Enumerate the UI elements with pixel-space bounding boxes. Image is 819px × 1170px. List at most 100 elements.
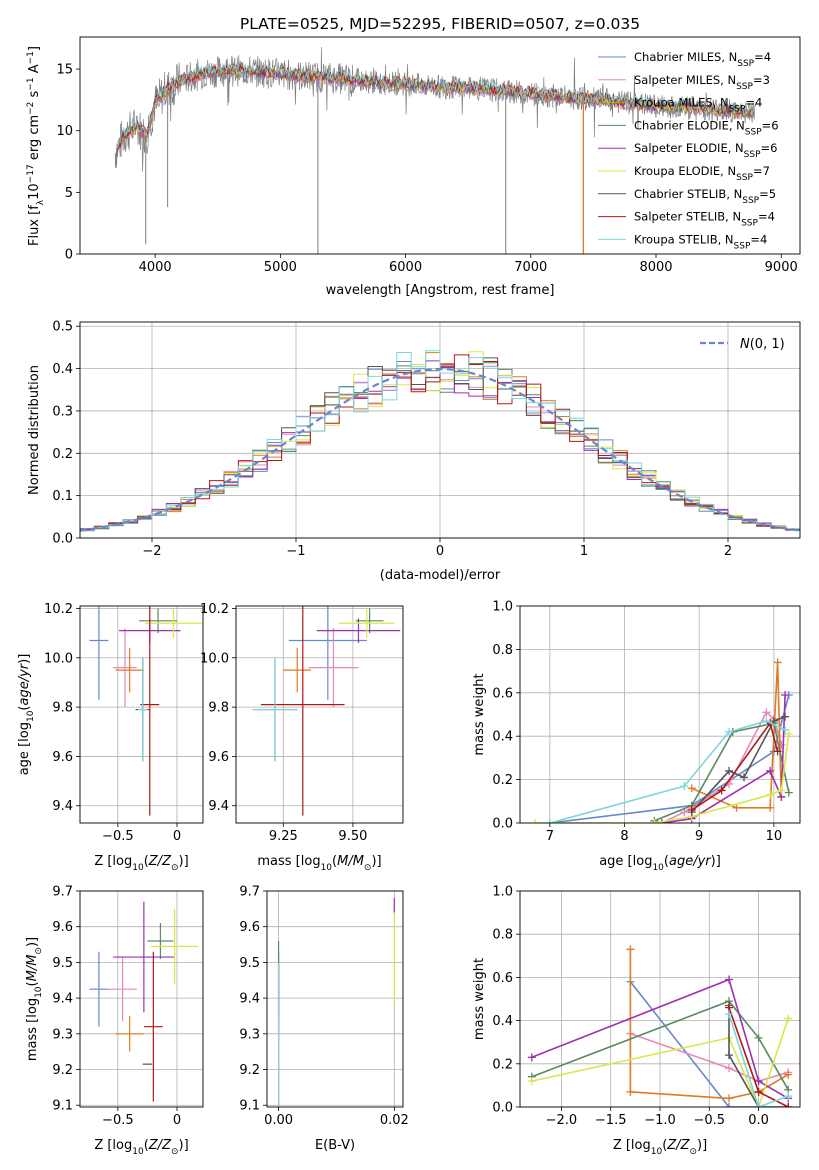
y-tick-label: 0 (65, 248, 73, 263)
weight-marker (732, 803, 741, 812)
y-tick-label: 0.2 (492, 773, 513, 788)
label-part: =4 (745, 96, 762, 110)
data-point (113, 901, 175, 1013)
label-part: SSP (736, 82, 753, 92)
label-part: SSP (744, 150, 761, 160)
weight-marker (754, 1087, 763, 1096)
weight-marker (784, 1103, 793, 1107)
label-part: =4 (754, 50, 771, 64)
data-point (316, 618, 401, 643)
label-part: =3 (753, 73, 770, 87)
data-point (252, 657, 298, 762)
label-part: age [log (17, 722, 32, 775)
y-tick-label: 9.3 (52, 1027, 73, 1042)
weight-marker (754, 1103, 763, 1107)
normal-reference-curve (80, 367, 800, 532)
y-tick-label: 15 (56, 63, 73, 78)
weight-marker (777, 786, 786, 795)
x-tick-label: −2.0 (546, 1113, 578, 1128)
label-part: N (740, 337, 750, 352)
label-part: M/M (25, 955, 40, 982)
axes-mass_vs_EBV: 0.00 0.02 9.1 9.2 9.3 9.4 9.5 9.6 9.7 E(B-V) (239, 885, 408, 1154)
x-tick-label: 10 (766, 829, 783, 844)
x-tick-label: −0.5 (102, 1113, 134, 1128)
weight-marker (773, 658, 782, 667)
legend-label: N(0, 1) (740, 337, 785, 352)
label-part: =4 (758, 210, 775, 224)
label-part: Z/Z (148, 1138, 172, 1153)
label-part: =5 (759, 187, 776, 201)
plot-area-mass_vs_Z (89, 901, 199, 1102)
weight-series (630, 1032, 789, 1082)
x-axis-label: (data-model)/error (380, 568, 501, 583)
label-part: )] (711, 854, 721, 869)
y-tick-label: 9.3 (239, 1027, 260, 1042)
x-tick-label: 0.0 (748, 1113, 769, 1128)
axes-frame (519, 890, 801, 1108)
legend-label: Kroupa STELIB, NSSP=4 (634, 232, 767, 251)
residual-histogram (80, 350, 800, 532)
label-part: 10 (26, 710, 36, 722)
label-part: SSP (729, 105, 746, 115)
label-part: =4 (750, 232, 767, 246)
weight-marker (545, 819, 554, 823)
x-tick-label: −0.5 (102, 829, 134, 844)
y-tick-label: 9.4 (239, 992, 260, 1007)
weight-marker (784, 730, 793, 739)
data-point (308, 628, 359, 708)
y-tick-label: 9.8 (208, 701, 229, 716)
figure-title: PLATE=0525, MJD=52295, FIBERID=0507, z=0… (240, 15, 640, 33)
plot-area-weight_vs_Z (527, 945, 793, 1107)
label-part: −2 (26, 102, 36, 115)
label-part: Z/Z (666, 1138, 690, 1153)
y-axis-label: age [log10(age/yr)] (17, 654, 36, 776)
label-part: =6 (762, 118, 779, 132)
data-point (113, 628, 137, 708)
y-tick-label: 10.0 (200, 651, 229, 666)
axes-frame (235, 605, 404, 824)
y-tick-label: 1.0 (492, 600, 513, 615)
data-point (139, 608, 177, 634)
label-part: =7 (753, 164, 770, 178)
y-tick-label: 9.4 (208, 799, 229, 814)
y-tick-label: 9.6 (208, 750, 229, 765)
weight-marker (626, 1087, 635, 1096)
axes-mass_vs_Z: −0.5 09.19.29.39.49.59.69.7Z [log10(Z/Z⊙)… (25, 885, 204, 1157)
label-part: 10 (652, 863, 664, 873)
y-tick-label: 5 (65, 186, 73, 201)
label-part: =6 (761, 141, 778, 155)
y-tick-label: 0.4 (492, 1014, 513, 1029)
plot-area-age_vs_mass (252, 606, 401, 816)
label-part: age [log (599, 854, 652, 869)
y-tick-label: 0.6 (492, 686, 513, 701)
x-tick-label: 6000 (389, 260, 422, 275)
label-part: SSP (742, 196, 759, 206)
y-tick-label: 0.8 (492, 643, 513, 658)
label-part: Kroupa MILES, N (634, 96, 729, 110)
weight-marker (725, 1103, 734, 1107)
y-tick-label: 0.6 (492, 971, 513, 986)
label-part: )] (25, 937, 40, 947)
label-part: (0, 1) (750, 337, 785, 352)
label-part: )] (371, 854, 381, 869)
x-axis-label: Z [log10(Z/Z⊙)] (94, 1138, 188, 1157)
weight-marker (762, 708, 771, 717)
label-part: mass [log (25, 998, 40, 1061)
weight-marker (530, 819, 539, 823)
weight-marker (754, 1033, 763, 1042)
label-part: Flux [f (27, 205, 42, 246)
y-tick-label: 9.4 (52, 799, 73, 814)
data-point (150, 908, 199, 984)
plot-area-residuals (80, 350, 800, 532)
weight-marker (762, 717, 771, 726)
weight-marker (725, 766, 734, 775)
label-part: age/yr (17, 662, 32, 705)
x-tick-label: −0.5 (694, 1113, 726, 1128)
label-part: A (27, 64, 42, 77)
x-tick-label: 0 (173, 829, 181, 844)
y-tick-label: 10.2 (44, 602, 73, 617)
x-tick-label: 0 (173, 1113, 181, 1128)
data-point (140, 606, 160, 816)
